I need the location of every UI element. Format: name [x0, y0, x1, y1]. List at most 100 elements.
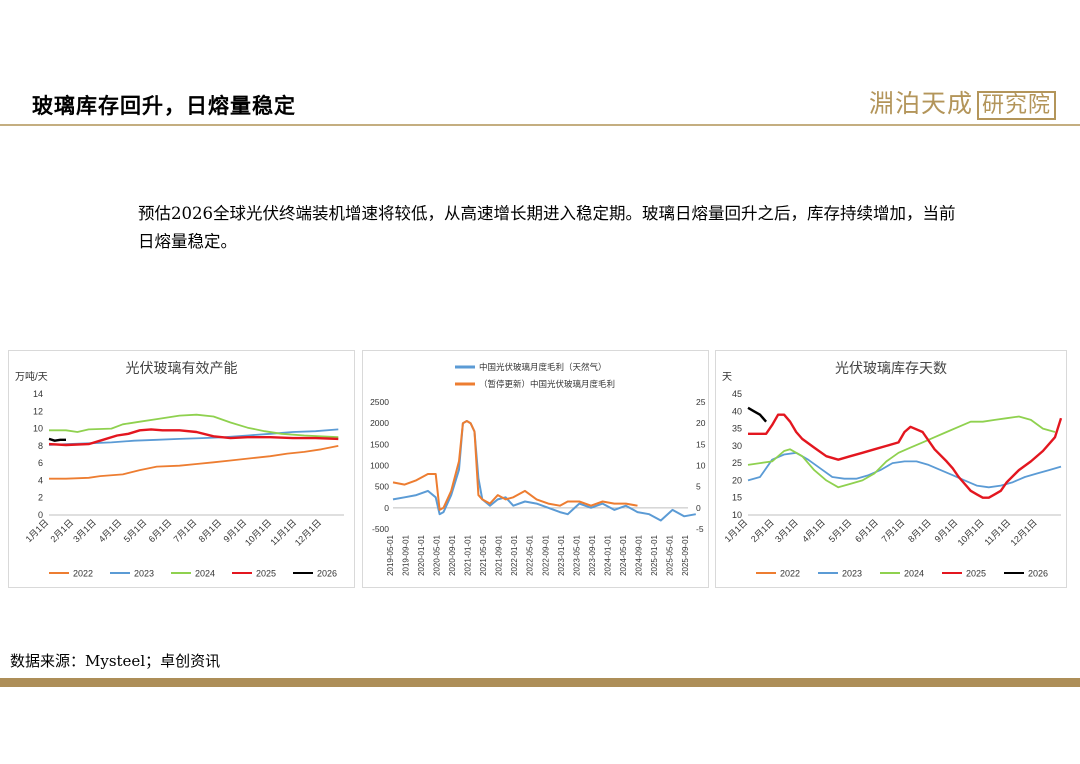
inventory-legend-label: 2023 — [842, 569, 862, 579]
margin-x-tick-label: 2025-05-01 — [665, 534, 674, 575]
margin-y-right-tick-label: 0 — [696, 503, 701, 513]
logo-text: 淵泊天成 — [868, 89, 973, 118]
inventory-legend-label: 2024 — [904, 569, 924, 579]
capacity-x-tick-label: 3月1日 — [71, 517, 98, 544]
margin-y-left-tick-label: 2000 — [370, 418, 389, 428]
margin-x-tick-label: 2025-01-01 — [650, 534, 659, 575]
capacity-series-line-2022 — [49, 445, 339, 480]
margin-x-tick-label: 2021-09-01 — [495, 534, 504, 575]
margin-x-tick-label: 2019-05-01 — [386, 534, 395, 575]
margin-y-right-tick-label: 5 — [696, 482, 701, 492]
capacity-y-tick-label: 6 — [38, 458, 43, 468]
margin-legend-label: （暂停更新）中国光伏玻璃月度毛利 — [479, 379, 615, 389]
capacity-x-tick-label: 6月1日 — [147, 517, 174, 544]
margin-x-tick-label: 2022-01-01 — [510, 534, 519, 575]
inventory-series-line-2025 — [748, 413, 1063, 499]
capacity-y-axis-label: 万吨/天 — [15, 370, 48, 383]
margin-legend-label: 中国光伏玻璃月度毛利（天然气） — [479, 362, 607, 372]
capacity-chart-title: 光伏玻璃有效产能 — [126, 360, 238, 376]
inventory-chart-title: 光伏玻璃库存天数 — [835, 360, 947, 376]
capacity-legend-label: 2023 — [134, 569, 154, 579]
capacity-x-tick-label: 4月1日 — [97, 517, 124, 544]
inventory-y-tick-label: 45 — [732, 389, 742, 399]
inventory-x-tick-label: 10月1日 — [956, 517, 986, 547]
capacity-legend-label: 2022 — [73, 569, 93, 579]
capacity-x-tick-label: 7月1日 — [172, 517, 199, 544]
margin-y-right-tick-label: 10 — [696, 461, 706, 471]
capacity-legend-label: 2026 — [317, 569, 337, 579]
margin-y-left-tick-label: -500 — [372, 524, 389, 534]
header-divider — [0, 124, 1080, 126]
margin-y-right-tick-label: 25 — [696, 397, 706, 407]
margin-x-tick-label: 2023-01-01 — [557, 534, 566, 575]
inventory-legend-label: 2026 — [1028, 569, 1048, 579]
capacity-chart-panel: 光伏玻璃有效产能万吨/天 0 2 4 6 8 10 12 14 1月1日 2月1日 3月1日 4月1日 5… — [8, 350, 355, 588]
inventory-y-axis-label: 天 — [722, 372, 732, 383]
capacity-y-tick-label: 4 — [38, 475, 43, 485]
inventory-x-tick-label: 5月1日 — [827, 517, 854, 544]
capacity-x-tick-label: 8月1日 — [197, 517, 224, 544]
capacity-x-tick-label: 5月1日 — [122, 517, 149, 544]
margin-y-right-tick-label: 15 — [696, 439, 706, 449]
footer-bar — [0, 678, 1080, 687]
inventory-series-line-2023 — [747, 451, 1062, 489]
margin-x-tick-label: 2020-05-01 — [433, 534, 442, 575]
inventory-legend-label: 2022 — [780, 569, 800, 579]
inventory-legend-label: 2025 — [966, 569, 986, 579]
margin-x-tick-label: 2022-05-01 — [526, 534, 535, 575]
slide-title: 玻璃库存回升，日熔量稳定 — [32, 93, 296, 118]
margin-x-tick-label: 2021-05-01 — [479, 534, 488, 575]
inventory-x-tick-label: 12月1日 — [1009, 517, 1039, 547]
inventory-x-tick-label: 6月1日 — [853, 517, 880, 544]
logo-box-text: 研究院 — [976, 91, 1056, 120]
margin-x-tick-label: 2024-05-01 — [619, 534, 628, 575]
margin-x-tick-label: 2024-01-01 — [603, 534, 612, 575]
margin-x-tick-label: 2019-09-01 — [402, 534, 411, 575]
inventory-x-tick-label: 3月1日 — [773, 517, 800, 544]
capacity-x-tick-label: 1月1日 — [24, 517, 51, 544]
inventory-y-tick-label: 30 — [732, 441, 742, 451]
margin-series-line-natural-gas — [392, 420, 696, 522]
capacity-x-tick-label: 10月1日 — [243, 517, 273, 547]
inventory-series-line-2026 — [747, 406, 768, 423]
capacity-y-tick-label: 14 — [33, 389, 43, 399]
summary-text: 预估2026全球光伏终端装机增速将较低，从高速增长期进入稳定期。玻璃日熔量回升之… — [138, 204, 956, 251]
inventory-y-tick-label: 10 — [732, 510, 742, 520]
inventory-series-line-2024 — [747, 415, 1056, 489]
inventory-x-tick-label: 11月1日 — [983, 517, 1013, 547]
capacity-y-tick-label: 12 — [33, 406, 43, 416]
margin-x-tick-label: 2020-01-01 — [417, 534, 426, 575]
margin-chart-panel: 中国光伏玻璃月度毛利（天然气） （暂停更新）中国光伏玻璃月度毛利 -500 0 500 1… — [362, 350, 709, 588]
company-logo: 淵泊天成 研究院 — [869, 84, 1056, 120]
margin-y-right-tick-label: 20 — [696, 418, 706, 428]
margin-x-tick-label: 2021-01-01 — [464, 534, 473, 575]
margin-y-left-tick-label: 1000 — [370, 461, 389, 471]
capacity-series-line-2025 — [48, 428, 339, 447]
capacity-y-tick-label: 0 — [38, 510, 43, 520]
margin-y-left-tick-label: 1500 — [370, 439, 389, 449]
margin-chart: 中国光伏玻璃月度毛利（天然气） （暂停更新）中国光伏玻璃月度毛利 -500 0 500 1… — [370, 362, 706, 576]
margin-y-left-tick-label: 2500 — [370, 397, 389, 407]
capacity-series-line-2026 — [48, 437, 66, 442]
inventory-x-tick-label: 8月1日 — [906, 517, 933, 544]
inventory-y-tick-label: 20 — [732, 475, 742, 485]
capacity-x-tick-label: 2月1日 — [48, 517, 75, 544]
inventory-x-tick-label: 7月1日 — [880, 517, 907, 544]
inventory-x-tick-label: 2月1日 — [749, 517, 776, 544]
capacity-y-tick-label: 8 — [38, 441, 43, 451]
margin-x-tick-label: 2020-09-01 — [448, 534, 457, 575]
margin-x-tick-label: 2023-05-01 — [572, 534, 581, 575]
margin-x-tick-label: 2024-09-01 — [634, 534, 643, 575]
inventory-y-tick-label: 15 — [732, 493, 742, 503]
capacity-legend-label: 2024 — [195, 569, 215, 579]
margin-y-left-tick-label: 500 — [375, 482, 389, 492]
capacity-y-tick-label: 2 — [38, 493, 43, 503]
inventory-y-tick-label: 40 — [732, 406, 742, 416]
margin-x-tick-label: 2022-09-01 — [541, 534, 550, 575]
capacity-legend-label: 2025 — [256, 569, 276, 579]
data-source: 数据来源：Mysteel；卓创资讯 — [10, 652, 221, 670]
capacity-y-tick-label: 10 — [33, 424, 43, 434]
capacity-x-tick-label: 12月1日 — [293, 517, 323, 547]
margin-x-tick-label: 2023-09-01 — [588, 534, 597, 575]
